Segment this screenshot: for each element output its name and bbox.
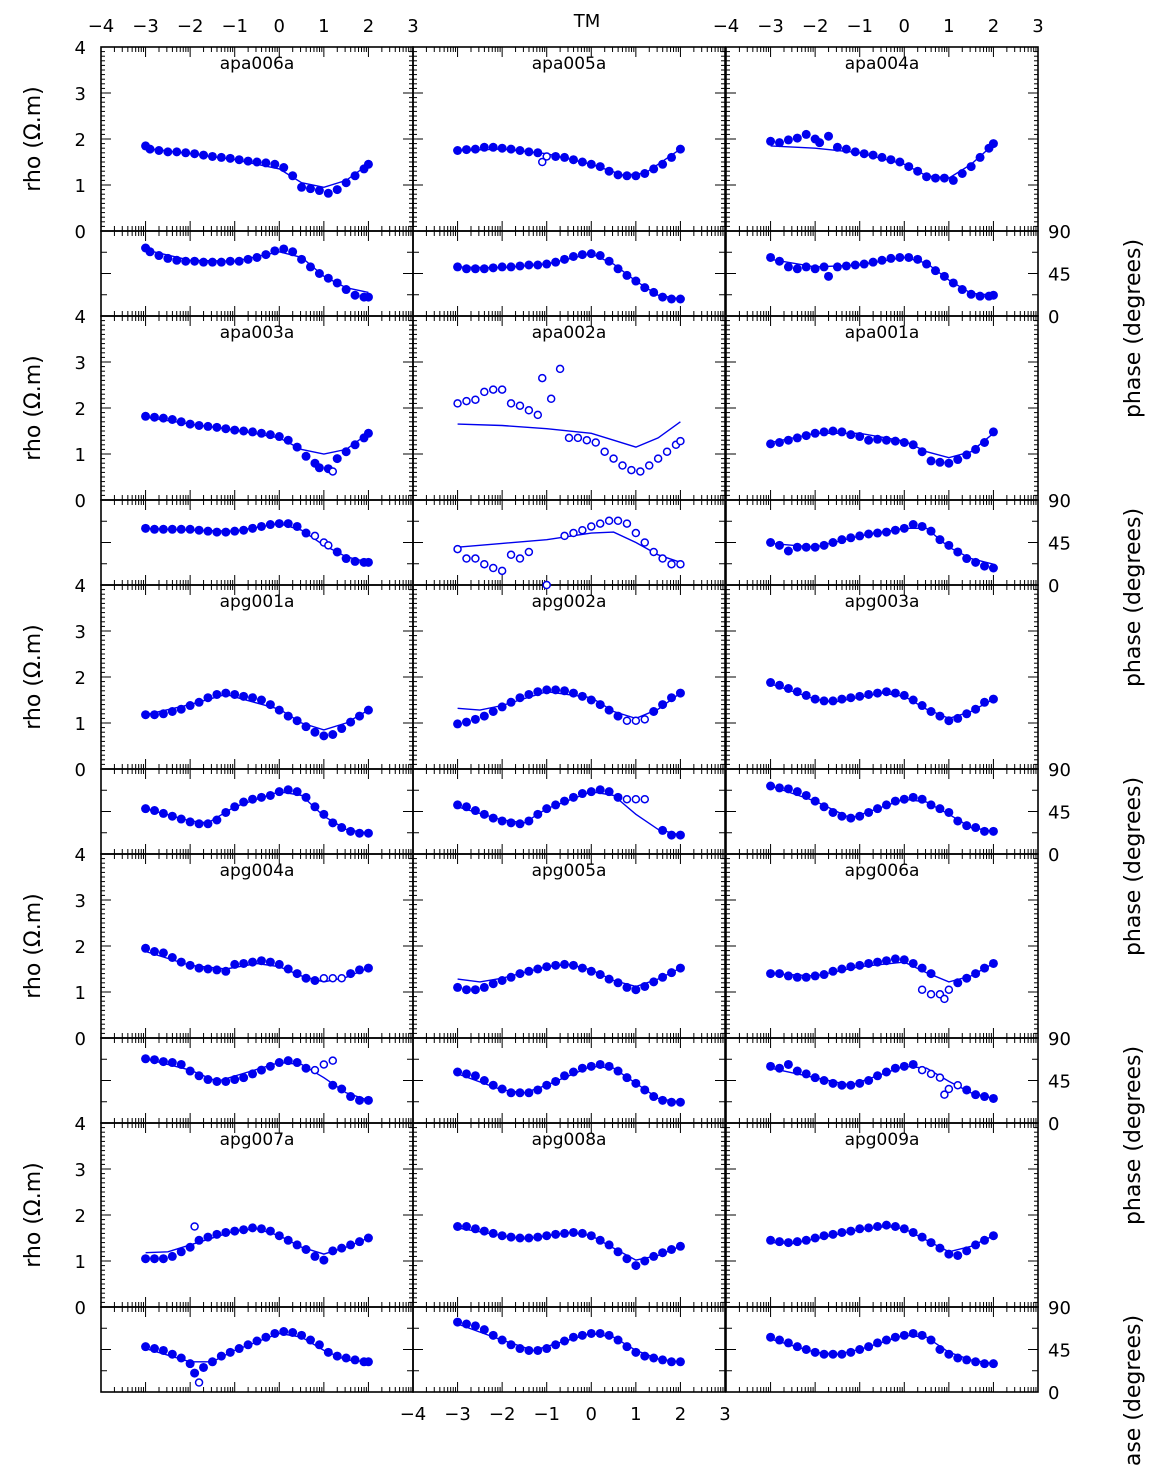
station-panel-frame <box>726 1123 1038 1392</box>
phase-tick-label: 0 <box>1048 1114 1059 1135</box>
phase-panel <box>101 1038 413 1123</box>
phase-panel <box>413 500 725 585</box>
rho-panel <box>413 47 725 231</box>
station-panel-frame <box>726 585 1038 854</box>
phase-panel <box>726 769 1038 854</box>
phase-axis-label: phase (degrees) <box>1121 508 1146 687</box>
phase-axis-label: phase (degrees) <box>1121 239 1146 418</box>
rho-tick-label: 3 <box>75 353 86 374</box>
rho-panel <box>413 854 725 1038</box>
phase-panel <box>726 1307 1038 1392</box>
rho-tick-label: 2 <box>75 130 86 151</box>
rho-tick-label: 1 <box>75 714 86 735</box>
phase-panel <box>726 1038 1038 1123</box>
rho-tick-label: 3 <box>75 84 86 105</box>
rho-panel <box>413 1123 725 1307</box>
rho-panel <box>101 1123 413 1307</box>
rho-panel <box>413 585 725 769</box>
plot-layer: 0 1 2 3 4 rho (Ω.m) 0 45 90 phase (degrees) 0 1 2 3 4 r… <box>21 16 1146 1468</box>
rho-tick-label: 2 <box>75 668 86 689</box>
station-panel-frame <box>413 1123 725 1392</box>
rho-tick-label: 0 <box>75 222 86 243</box>
station-panel-frame <box>101 585 413 854</box>
rho-tick-label: 4 <box>75 576 86 597</box>
rho-axis-label: rho (Ω.m) <box>21 624 46 729</box>
phase-tick-label: 0 <box>1048 576 1059 597</box>
station-panel-frame <box>413 47 725 316</box>
phase-tick-label: 0 <box>1048 845 1059 866</box>
phase-tick-label: 90 <box>1048 1029 1071 1050</box>
rho-panel <box>101 585 413 769</box>
rho-tick-label: 3 <box>75 622 86 643</box>
rho-panel <box>726 1123 1038 1307</box>
phase-tick-label: 45 <box>1048 1072 1071 1093</box>
rho-panel <box>101 316 413 500</box>
phase-panel <box>413 769 725 854</box>
rho-panel <box>101 47 413 231</box>
station-panel-frame <box>413 585 725 854</box>
station-panel-frame <box>413 316 725 585</box>
station-panel-frame <box>726 854 1038 1123</box>
phase-tick-label: 90 <box>1048 491 1071 512</box>
figure-title: TM <box>573 11 601 32</box>
rho-tick-label: 1 <box>75 983 86 1004</box>
phase-panel <box>726 231 1038 316</box>
station-panel-frame <box>101 316 413 585</box>
phase-tick-label: 45 <box>1048 534 1071 555</box>
phase-tick-label: 0 <box>1048 307 1059 328</box>
phase-tick-label: 45 <box>1048 803 1071 824</box>
phase-panel <box>101 231 413 316</box>
rho-panel <box>726 316 1038 500</box>
rho-axis-label: rho (Ω.m) <box>21 355 46 460</box>
station-panel-frame <box>726 47 1038 316</box>
rho-axis-label: rho (Ω.m) <box>21 893 46 998</box>
rho-tick-label: 1 <box>75 445 86 466</box>
station-panel-frame <box>101 47 413 316</box>
rho-panel <box>726 585 1038 769</box>
rho-axis-label: rho (Ω.m) <box>21 86 46 191</box>
rho-tick-label: 2 <box>75 399 86 420</box>
rho-panel <box>413 316 725 500</box>
phase-panel <box>413 231 725 316</box>
phase-tick-label: 90 <box>1048 760 1071 781</box>
rho-tick-label: 1 <box>75 176 86 197</box>
phase-panel <box>101 500 413 585</box>
phase-panel <box>413 1038 725 1123</box>
phase-tick-label: 90 <box>1048 222 1071 243</box>
rho-tick-label: 4 <box>75 38 86 59</box>
rho-tick-label: 4 <box>75 307 86 328</box>
rho-tick-label: 0 <box>75 491 86 512</box>
phase-axis-label: phase (degrees) <box>1121 1046 1146 1225</box>
rho-tick-label: 3 <box>75 891 86 912</box>
phase-axis-label: phase (degrees) <box>1121 777 1146 956</box>
rho-panel <box>726 854 1038 1038</box>
rho-tick-label: 0 <box>75 1029 86 1050</box>
phase-tick-label: 45 <box>1048 265 1071 286</box>
rho-tick-label: 4 <box>75 845 86 866</box>
station-panel-frame <box>101 854 413 1123</box>
rho-tick-label: 0 <box>75 760 86 781</box>
rho-tick-label: 2 <box>75 937 86 958</box>
